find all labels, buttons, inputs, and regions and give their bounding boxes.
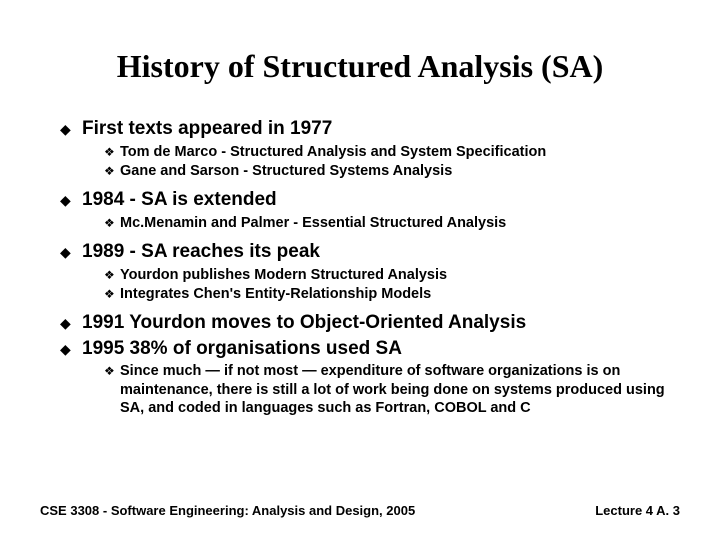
slide-content: ◆ First texts appeared in 1977 ❖ Tom de … xyxy=(48,117,672,417)
bullet-text: Gane and Sarson - Structured Systems Ana… xyxy=(120,162,452,180)
bullet-text: Since much — if not most — expenditure o… xyxy=(120,362,672,416)
bullet-level2: ❖ Yourdon publishes Modern Structured An… xyxy=(104,266,672,284)
bullet-level2: ❖ Since much — if not most — expenditure… xyxy=(104,362,672,416)
footer-right: Lecture 4 A. 3 xyxy=(595,503,680,518)
bullet-text: Mc.Menamin and Palmer - Essential Struct… xyxy=(120,214,506,232)
bullet-text: Tom de Marco - Structured Analysis and S… xyxy=(120,143,546,161)
diamond-outline-icon: ❖ xyxy=(104,162,120,180)
bullet-level2: ❖ Mc.Menamin and Palmer - Essential Stru… xyxy=(104,214,672,232)
slide-title: History of Structured Analysis (SA) xyxy=(48,48,672,85)
bullet-text: First texts appeared in 1977 xyxy=(82,117,332,141)
diamond-outline-icon: ❖ xyxy=(104,362,120,380)
bullet-text: Yourdon publishes Modern Structured Anal… xyxy=(120,266,447,284)
bullet-level1: ◆ 1989 - SA reaches its peak xyxy=(60,240,672,264)
diamond-outline-icon: ❖ xyxy=(104,266,120,284)
bullet-level2: ❖ Tom de Marco - Structured Analysis and… xyxy=(104,143,672,161)
bullet-text: 1984 - SA is extended xyxy=(82,188,277,212)
footer-left: CSE 3308 - Software Engineering: Analysi… xyxy=(40,503,415,518)
bullet-text: 1989 - SA reaches its peak xyxy=(82,240,320,264)
bullet-level1: ◆ 1991 Yourdon moves to Object-Oriented … xyxy=(60,311,672,335)
bullet-level1: ◆ First texts appeared in 1977 xyxy=(60,117,672,141)
bullet-level2: ❖ Integrates Chen's Entity-Relationship … xyxy=(104,285,672,303)
bullet-text: Integrates Chen's Entity-Relationship Mo… xyxy=(120,285,431,303)
diamond-outline-icon: ❖ xyxy=(104,214,120,232)
bullet-text: 1991 Yourdon moves to Object-Oriented An… xyxy=(82,311,526,335)
slide-footer: CSE 3308 - Software Engineering: Analysi… xyxy=(40,503,680,518)
bullet-text: 1995 38% of organisations used SA xyxy=(82,337,402,361)
diamond-outline-icon: ❖ xyxy=(104,143,120,161)
diamond-icon: ◆ xyxy=(60,241,82,263)
bullet-level1: ◆ 1984 - SA is extended xyxy=(60,188,672,212)
diamond-icon: ◆ xyxy=(60,338,82,360)
diamond-icon: ◆ xyxy=(60,118,82,140)
diamond-outline-icon: ❖ xyxy=(104,285,120,303)
diamond-icon: ◆ xyxy=(60,312,82,334)
bullet-level2: ❖ Gane and Sarson - Structured Systems A… xyxy=(104,162,672,180)
bullet-level1: ◆ 1995 38% of organisations used SA xyxy=(60,337,672,361)
diamond-icon: ◆ xyxy=(60,189,82,211)
